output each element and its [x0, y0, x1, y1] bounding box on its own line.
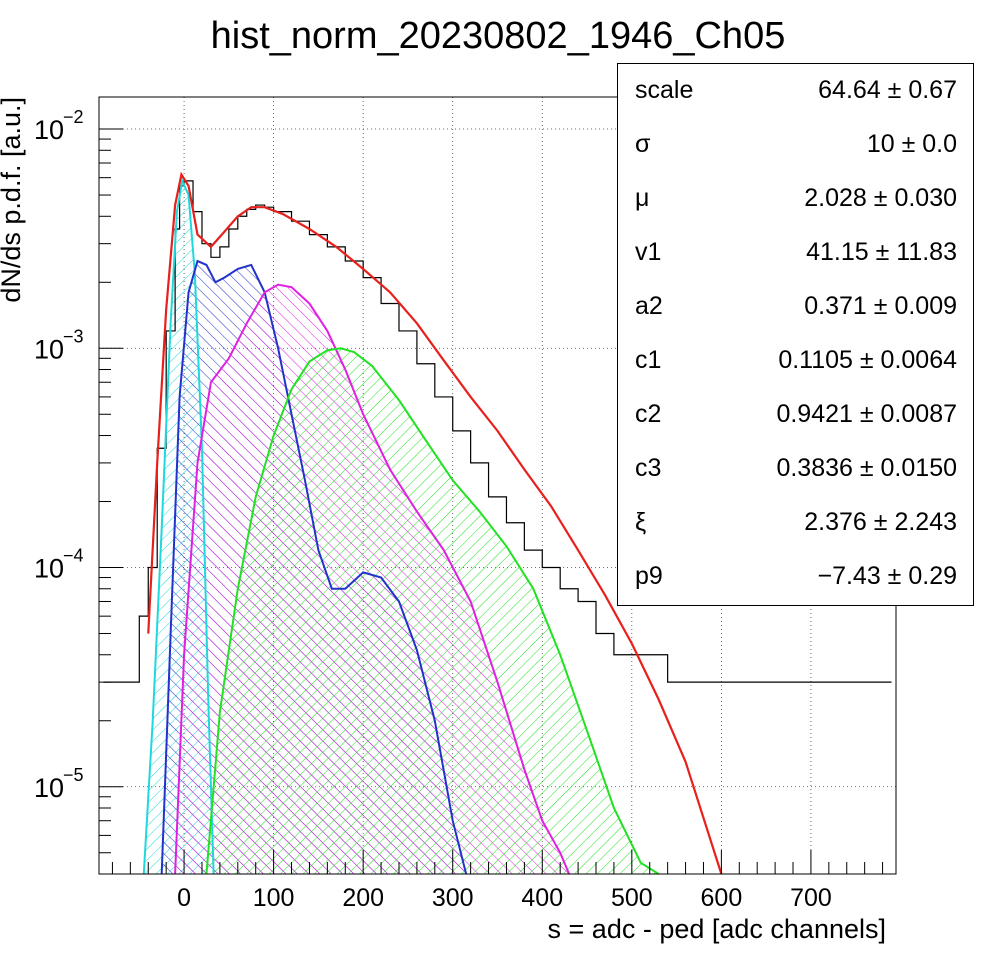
- stats-param-name: ξ: [635, 508, 647, 536]
- component-2-curve: [160, 259, 468, 874]
- x-axis-label: s = adc - ped [adc channels]: [548, 914, 886, 944]
- x-tick-label: 500: [611, 884, 653, 912]
- stats-row: μ 2.028 ± 0.030: [618, 172, 973, 226]
- y-tick-label-base: 10: [34, 554, 64, 584]
- x-tick-label: 100: [253, 884, 295, 912]
- x-tick-label: 400: [521, 884, 563, 912]
- x-tick-label: 600: [701, 884, 743, 912]
- stats-param-name: scale: [635, 76, 694, 104]
- y-tick-label-exponent: −3: [63, 326, 84, 346]
- y-tick-label-base: 10: [34, 773, 64, 803]
- fit-stats-box: scale 64.64 ± 0.67 σ 10 ± 0.0 μ 2.028 ± 0.030…: [617, 63, 974, 606]
- component-fills: [143, 180, 659, 874]
- y-tick-label-exponent: −2: [63, 107, 84, 127]
- y-tick-label-base: 10: [34, 115, 64, 145]
- y-tick-label-base: 10: [34, 334, 64, 364]
- stats-param-value: −7.43 ± 0.29: [817, 562, 957, 590]
- stats-row: ξ 2.376 ± 2.243: [618, 496, 973, 550]
- stats-param-value: 64.64 ± 0.67: [818, 76, 957, 104]
- stats-param-name: p9: [635, 562, 663, 590]
- stats-param-name: c1: [635, 346, 662, 374]
- y-axis: 10−210−310−410−5: [34, 107, 123, 875]
- x-tick-label: 200: [342, 884, 384, 912]
- x-axis: 0 100 200 300 400 500 600 700: [111, 850, 884, 912]
- stats-param-value: 2.376 ± 2.243: [804, 508, 957, 536]
- stats-param-name: σ: [635, 130, 651, 158]
- stats-param-name: a2: [635, 292, 663, 320]
- component-4-fill: [206, 348, 659, 874]
- stats-param-value: 0.371 ± 0.009: [804, 292, 957, 320]
- stats-param-name: μ: [635, 184, 650, 212]
- stats-row: a2 0.371 ± 0.009: [618, 280, 973, 334]
- stats-param-value: 10 ± 0.0: [866, 130, 957, 158]
- x-tick-label: 0: [177, 884, 191, 912]
- stats-param-value: 0.3836 ± 0.0150: [776, 454, 957, 482]
- x-tick-label: 700: [790, 884, 832, 912]
- y-axis-label: dN/ds p.d.f. [a.u.]: [0, 97, 26, 303]
- stats-row: c1 0.1105 ± 0.0064: [618, 334, 973, 388]
- stats-row: v1 41.15 ± 11.83: [618, 226, 973, 280]
- total-fit-curve: [147, 171, 723, 874]
- stats-param-name: v1: [635, 238, 662, 266]
- fit-curves: [142, 171, 723, 874]
- stats-param-value: 0.9421 ± 0.0087: [776, 400, 957, 428]
- stats-param-value: 41.15 ± 11.83: [806, 238, 957, 266]
- x-tick-label: 300: [432, 884, 474, 912]
- stats-param-name: c3: [635, 454, 662, 482]
- stats-row: c3 0.3836 ± 0.0150: [618, 442, 973, 496]
- component-4-curve: [205, 347, 660, 874]
- stats-row: c2 0.9421 ± 0.0087: [618, 388, 973, 442]
- chart-title: hist_norm_20230802_1946_Ch05: [211, 15, 786, 57]
- component-1-curve: [142, 177, 215, 874]
- stats-param-value: 0.1105 ± 0.0064: [778, 346, 957, 374]
- stats-param-name: c2: [635, 400, 662, 428]
- component-3-curve: [174, 283, 571, 874]
- stats-row: p9 −7.43 ± 0.29: [618, 550, 973, 604]
- stats-row: scale 64.64 ± 0.67: [618, 64, 973, 118]
- y-tick-label-exponent: −5: [63, 765, 84, 785]
- stats-row: σ 10 ± 0.0: [618, 118, 973, 172]
- y-tick-label-exponent: −4: [63, 546, 84, 566]
- stats-param-value: 2.028 ± 0.030: [804, 184, 957, 212]
